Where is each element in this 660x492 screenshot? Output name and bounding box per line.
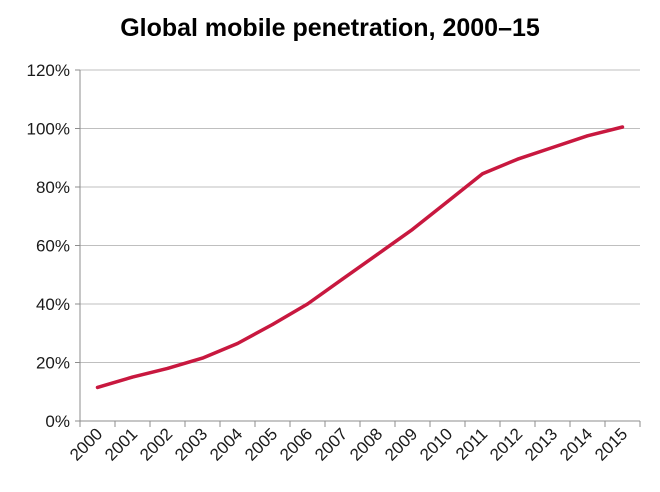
data-point [481,172,484,176]
data-point [446,200,449,204]
data-point [236,341,239,345]
x-tick-label: 2009 [381,424,421,464]
data-point [271,322,274,326]
x-tick-label: 2006 [276,424,316,464]
y-tick-label: 80% [36,178,70,197]
x-tick-label: 2003 [171,424,211,464]
data-point [166,366,169,370]
data-point [411,227,414,231]
data-point [376,252,379,256]
series-line [95,125,625,390]
data-point [96,385,99,389]
x-tick-label: 2004 [206,424,246,464]
y-tick-label: 0% [45,412,70,431]
data-point [516,157,519,161]
data-point [131,375,134,379]
data-point [306,302,309,306]
x-tick-label: 2002 [136,424,176,464]
y-axis-ticks: 0% 20% 40% 60% 80% 100% 120% [27,61,80,431]
y-tick-label: 60% [36,237,70,256]
gridlines [80,69,640,363]
x-tick-label: 2011 [452,424,491,463]
x-tick-label: 2014 [556,424,596,464]
chart-title: Global mobile penetration, 2000–15 [120,14,540,42]
x-tick-label: 2000 [66,424,106,464]
x-tick-label: 2005 [241,424,281,464]
x-tick-label: 2001 [101,424,141,464]
x-tick-label: 2015 [591,424,631,464]
data-point [621,125,624,129]
y-tick-label: 40% [36,295,70,314]
y-tick-label: 100% [27,120,70,139]
data-point [201,356,204,360]
x-tick-label: 2013 [521,424,561,464]
x-tick-label: 2010 [416,424,456,464]
data-point [341,277,344,281]
series-layer [95,125,625,390]
y-tick-label: 120% [27,61,70,80]
data-point [586,134,589,138]
x-tick-label: 2012 [486,424,526,464]
x-axis-ticks: 2000200120022003200420052006200720082009… [66,421,641,465]
x-tick-label: 2008 [346,424,386,464]
x-tick-label: 2007 [311,424,351,464]
y-tick-label: 20% [36,354,70,373]
data-point [551,146,554,150]
